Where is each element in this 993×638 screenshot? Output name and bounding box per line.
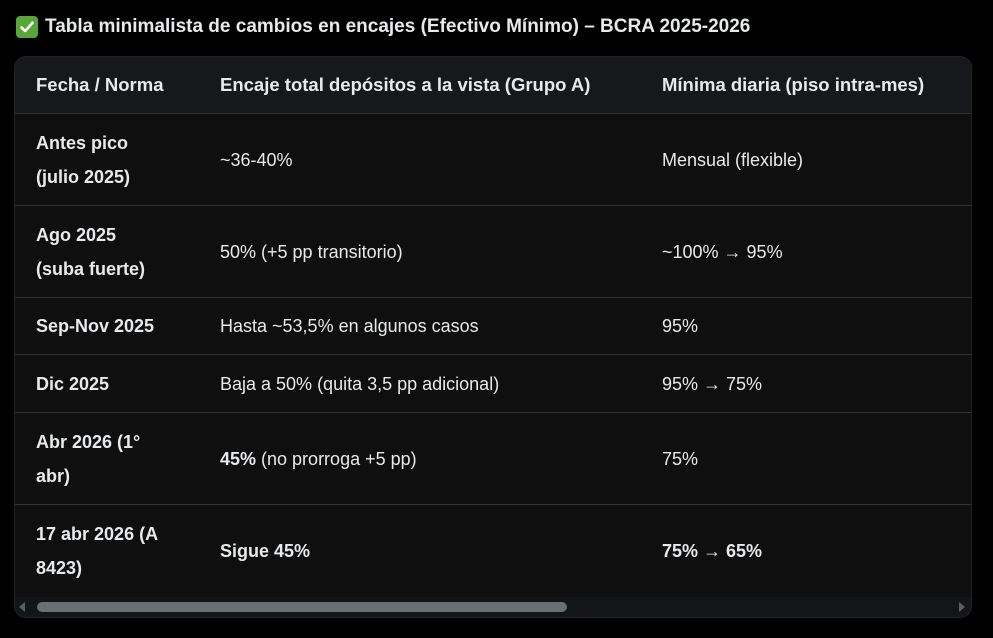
table-row: Dic 2025 Baja a 50% (quita 3,5 pp adicio…	[15, 354, 971, 413]
cell-encaje: Hasta ~53,5% en algunos casos	[199, 297, 641, 355]
cell-minima: ~100% → 95%	[641, 205, 971, 298]
table-row: 17 abr 2026 (A 8423) Sigue 45% 75% → 65%	[15, 504, 971, 597]
cell-encaje: 50% (+5 pp transitorio)	[199, 205, 641, 298]
cell-minima: 75% → 65%	[641, 504, 971, 597]
cell-encaje: Sigue 45%	[199, 504, 641, 597]
scroll-left-arrow-icon[interactable]	[19, 602, 25, 612]
cell-minima: Mensual (flexible)	[641, 113, 971, 206]
cell-minima: 95%	[641, 297, 971, 355]
table-scroll-area[interactable]: Fecha / Norma Encaje total depósitos a l…	[15, 57, 971, 597]
encajes-table: Fecha / Norma Encaje total depósitos a l…	[15, 57, 971, 597]
scrollbar-thumb[interactable]	[37, 602, 567, 612]
cell-minima: 95% → 75%	[641, 354, 971, 413]
table-header-row: Fecha / Norma Encaje total depósitos a l…	[15, 57, 971, 114]
cell-date: Antes pico (julio 2025)	[15, 113, 199, 206]
cell-encaje: 45% (no prorroga +5 pp)	[199, 412, 641, 505]
cell-date: Dic 2025	[15, 354, 199, 413]
cell-date: Ago 2025 (suba fuerte)	[15, 205, 199, 298]
table-title: Tabla minimalista de cambios en encajes …	[16, 13, 750, 41]
table-row: Abr 2026 (1° abr) 45% (no prorroga +5 pp…	[15, 412, 971, 505]
cell-date: Abr 2026 (1° abr)	[15, 412, 199, 505]
table-row: Ago 2025 (suba fuerte) 50% (+5 pp transi…	[15, 205, 971, 298]
table-container: Fecha / Norma Encaje total depósitos a l…	[14, 56, 972, 618]
cell-encaje: ~36-40%	[199, 113, 641, 206]
check-mark-icon	[16, 16, 38, 38]
title-text: Tabla minimalista de cambios en encajes …	[45, 16, 751, 37]
header-minima: Mínima diaria (piso intra-mes)	[662, 74, 925, 95]
cell-minima: 75%	[641, 412, 971, 505]
cell-date: 17 abr 2026 (A 8423)	[15, 504, 199, 597]
header-encaje: Encaje total depósitos a la vista (Grupo…	[220, 74, 591, 95]
scroll-right-arrow-icon[interactable]	[959, 602, 965, 612]
cell-encaje: Baja a 50% (quita 3,5 pp adicional)	[199, 354, 641, 413]
table-row: Sep-Nov 2025 Hasta ~53,5% en algunos cas…	[15, 297, 971, 355]
table-row: Antes pico (julio 2025) ~36-40% Mensual …	[15, 113, 971, 206]
cell-date: Sep-Nov 2025	[15, 297, 199, 355]
header-fecha: Fecha / Norma	[36, 74, 164, 95]
horizontal-scrollbar[interactable]	[15, 597, 971, 617]
